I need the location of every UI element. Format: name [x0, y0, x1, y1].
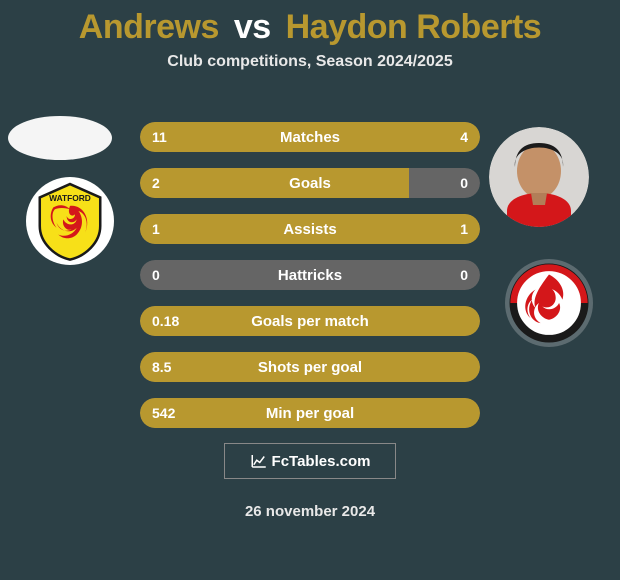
fctables-logo: FcTables.com	[224, 443, 396, 479]
stat-label: Goals per match	[140, 306, 480, 336]
player2-name: Haydon Roberts	[286, 8, 542, 46]
watford-crest-icon: WATFORD	[28, 179, 112, 263]
stat-label: Hattricks	[140, 260, 480, 290]
stat-row: 11Assists	[140, 214, 480, 244]
player2-avatar	[489, 127, 589, 227]
stat-row: 8.5Shots per goal	[140, 352, 480, 382]
stat-label: Min per goal	[140, 398, 480, 428]
club-badge-left: WATFORD	[26, 177, 114, 265]
stat-label: Shots per goal	[140, 352, 480, 382]
stats-container: 114Matches 20Goals 11Assists 00Hattricks 0.1…	[140, 122, 480, 444]
stat-row: 20Goals	[140, 168, 480, 198]
subtitle: Club competitions, Season 2024/2025	[0, 53, 620, 71]
bristol-city-crest-icon	[507, 261, 591, 345]
player1-name: Andrews	[79, 8, 219, 46]
stat-label: Goals	[140, 168, 480, 198]
chart-icon	[250, 452, 268, 470]
stat-row: 542Min per goal	[140, 398, 480, 428]
comparison-title: Andrews vs Haydon Roberts	[0, 0, 620, 47]
player1-avatar-placeholder	[8, 116, 112, 160]
footer-date: 26 november 2024	[0, 503, 620, 520]
fctables-logo-text: FcTables.com	[272, 453, 371, 470]
club-badge-right	[505, 259, 593, 347]
stat-row: 114Matches	[140, 122, 480, 152]
stat-row: 0.18Goals per match	[140, 306, 480, 336]
stat-label: Matches	[140, 122, 480, 152]
vs-separator: vs	[234, 8, 271, 46]
stat-row: 00Hattricks	[140, 260, 480, 290]
stat-label: Assists	[140, 214, 480, 244]
svg-text:WATFORD: WATFORD	[49, 193, 91, 203]
